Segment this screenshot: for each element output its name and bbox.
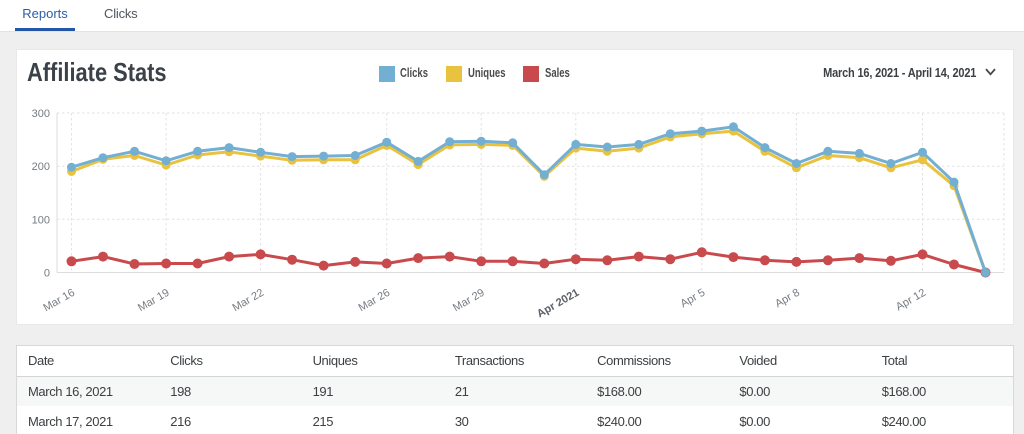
svg-text:Mar 19: Mar 19 — [136, 287, 172, 315]
svg-text:Apr 2021: Apr 2021 — [535, 287, 581, 321]
svg-text:0: 0 — [44, 268, 50, 280]
svg-text:Apr 12: Apr 12 — [894, 287, 928, 314]
svg-text:Mar 16: Mar 16 — [41, 287, 77, 315]
svg-text:Mar 26: Mar 26 — [357, 287, 393, 315]
svg-text:Mar 22: Mar 22 — [230, 287, 266, 315]
svg-text:Apr 5: Apr 5 — [679, 287, 708, 311]
svg-text:200: 200 — [32, 161, 50, 173]
svg-text:100: 100 — [32, 214, 50, 226]
svg-text:Mar 29: Mar 29 — [451, 287, 487, 315]
svg-text:300: 300 — [32, 108, 50, 120]
svg-text:Apr 8: Apr 8 — [773, 287, 802, 311]
